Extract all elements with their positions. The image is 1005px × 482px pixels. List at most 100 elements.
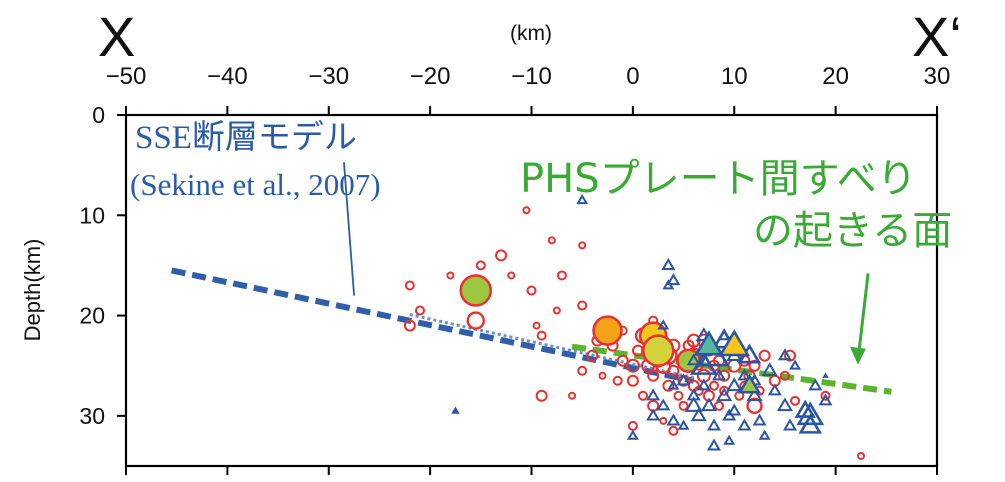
phs-plane-subtitle: の起きる面 (753, 208, 952, 254)
model-dotted-line (409, 313, 695, 380)
earthquake-marker (507, 271, 516, 280)
lfe-marker (818, 393, 833, 406)
earthquake-marker (662, 379, 675, 392)
section-label-right: X‘ (912, 5, 962, 68)
earthquake-marker (758, 349, 771, 362)
earthquake-marker (556, 270, 567, 281)
lfe-marker (666, 413, 681, 426)
earthquake-marker (568, 391, 577, 400)
lfe-marker (789, 359, 802, 370)
lfe-marker (737, 368, 752, 381)
model-dashed-line (170, 267, 695, 384)
y-axis-label: Depth(km) (20, 239, 45, 342)
earthquake-marker (673, 390, 684, 401)
lfe-marker (626, 429, 639, 440)
earthquake-marker (748, 359, 761, 372)
lfe-marker (706, 438, 721, 451)
phs-leader-arrowhead (849, 346, 866, 365)
lfe-marker (794, 399, 816, 418)
earthquake-marker (708, 380, 719, 391)
lfe-marker (796, 401, 825, 426)
earthquake-marker (532, 321, 541, 330)
y-tick-label: 10 (79, 202, 105, 228)
earthquake-marker (638, 390, 649, 401)
x-tick-label: −10 (511, 63, 552, 90)
earthquake-marker (577, 365, 588, 376)
earthquake-marker (475, 260, 486, 271)
lfe-marker (662, 279, 675, 290)
lfe-marker (726, 377, 743, 392)
earthquake-marker (746, 397, 763, 415)
lfe-marker-large (822, 372, 829, 378)
sse-leader (343, 162, 355, 296)
earthquake-marker (626, 374, 639, 387)
earthquake-marker (718, 369, 731, 382)
lfe-marker (696, 378, 711, 391)
x-tick-label: 10 (721, 63, 748, 90)
lfe-marker-large (694, 330, 724, 356)
earthquake-marker (616, 354, 629, 367)
earthquake-marker (522, 206, 531, 215)
lfe-marker (776, 397, 793, 412)
earthquake-marker (586, 349, 599, 362)
earthquake-marker (612, 375, 623, 386)
lfe-marker-large (737, 373, 762, 394)
earthquake-marker (536, 330, 547, 341)
earthquake-marker-large (592, 315, 623, 346)
earthquake-marker (495, 249, 508, 262)
lfe-marker (646, 388, 661, 401)
lfe-marker (576, 193, 589, 205)
lfe-marker (727, 403, 742, 416)
lfe-marker (677, 419, 690, 430)
lfe-marker (700, 397, 717, 412)
lfe-marker (761, 362, 778, 377)
earthquake-marker (404, 280, 415, 291)
earthquake-marker (820, 390, 831, 401)
lfe-marker (686, 353, 701, 366)
earthquake-marker (526, 285, 537, 296)
y-tick-label: 20 (79, 303, 105, 329)
earthquake-marker (466, 311, 485, 330)
x-tick-label: 0 (626, 63, 639, 90)
lfe-marker (661, 258, 676, 271)
earthquake-marker (598, 371, 607, 380)
lfe-marker (777, 348, 792, 361)
lfe-marker (723, 434, 736, 445)
data-points (403, 193, 865, 460)
y-tick-label: 0 (92, 102, 105, 128)
earthquake-marker (668, 425, 679, 436)
x-tick-label: −40 (207, 63, 248, 90)
lfe-marker (783, 418, 797, 431)
earthquake-marker-large (641, 334, 675, 367)
earthquake-marker (667, 364, 680, 377)
earthquake-marker (647, 369, 660, 382)
x-tick-label: −30 (308, 63, 349, 90)
lfe-marker (667, 379, 680, 390)
lfe-marker (657, 319, 670, 330)
model-dashed-line (571, 343, 892, 395)
lfe-marker (767, 383, 782, 396)
lfe-marker (706, 418, 721, 431)
lfe-marker-large (451, 406, 460, 414)
sse-model-title: SSE断層モデル (135, 119, 357, 156)
x-tick-label: 30 (924, 63, 951, 90)
earthquake-marker (779, 370, 790, 381)
lfe-marker (808, 378, 823, 391)
x-tick-label: 20 (822, 63, 849, 90)
phs-leader (856, 273, 870, 361)
earthquake-marker (714, 400, 725, 411)
earthquake-marker (403, 319, 416, 332)
earthquake-marker-large (459, 274, 492, 307)
earthquake-marker (414, 305, 425, 316)
x-tick-label: −50 (106, 63, 147, 90)
plot-frame (117, 106, 939, 475)
earthquake-marker (678, 400, 689, 411)
earthquake-marker (535, 389, 548, 402)
lfe-marker (646, 408, 661, 421)
earthquake-marker (446, 271, 455, 280)
model-lines (170, 267, 892, 395)
lfe-marker-large (718, 329, 751, 357)
earthquake-marker (627, 420, 638, 431)
